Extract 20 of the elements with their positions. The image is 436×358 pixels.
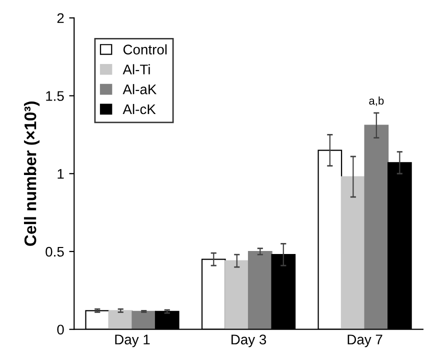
legend-label: Al-cK (122, 104, 156, 114)
x-tick-label: Day 3 (232, 334, 266, 348)
y-tick-label: 1.5 (46, 91, 64, 101)
bar (340, 176, 366, 330)
bar (248, 250, 272, 330)
bar (108, 310, 133, 330)
bar (364, 124, 389, 330)
x-tick-label: Day 7 (348, 334, 382, 348)
annotation: a,b (369, 96, 384, 106)
y-tick-label: 1 (58, 169, 64, 179)
y-tick-label: 0.5 (46, 246, 64, 257)
y-axis-title: Cell number (×10³) (24, 102, 40, 246)
y-tick-label: 2 (57, 13, 64, 23)
legend-label: Control (123, 44, 167, 54)
y-tick-label: 0 (57, 324, 64, 335)
legend-label: Al-Ti (122, 64, 150, 74)
bar (132, 310, 156, 330)
bar (224, 260, 250, 330)
x-tick-label: Day 1 (115, 334, 150, 348)
legend-label: Al-aK (122, 84, 157, 94)
